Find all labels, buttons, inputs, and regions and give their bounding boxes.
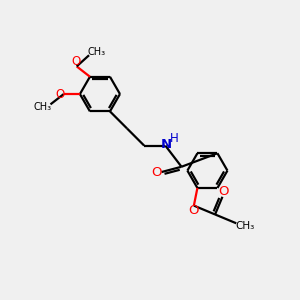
Text: N: N xyxy=(160,138,172,151)
Text: H: H xyxy=(170,132,178,145)
Text: CH₃: CH₃ xyxy=(88,47,106,57)
Text: O: O xyxy=(55,88,64,100)
Text: O: O xyxy=(72,55,81,68)
Text: O: O xyxy=(189,204,199,217)
Text: CH₃: CH₃ xyxy=(34,102,52,112)
Text: O: O xyxy=(152,166,162,179)
Text: CH₃: CH₃ xyxy=(235,220,254,231)
Text: O: O xyxy=(218,185,228,198)
